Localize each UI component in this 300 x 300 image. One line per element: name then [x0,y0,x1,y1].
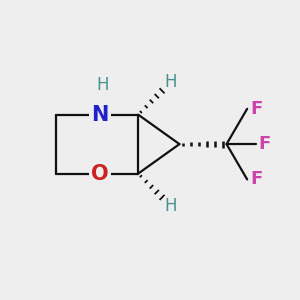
Text: F: F [250,100,262,118]
Text: O: O [91,164,109,184]
Text: F: F [259,135,271,153]
Text: H: H [164,73,177,91]
Text: H: H [97,76,109,94]
Text: H: H [164,197,177,215]
Text: F: F [250,170,262,188]
Text: N: N [91,105,109,125]
